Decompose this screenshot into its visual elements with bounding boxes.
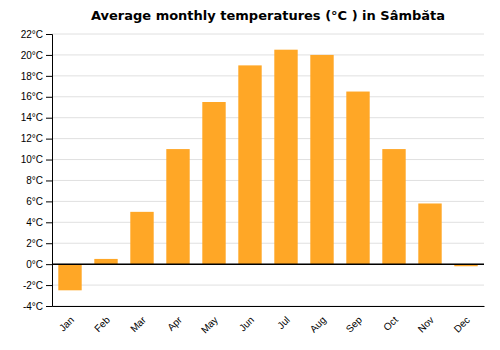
y-tick: 12°C [21,133,52,144]
x-tick-label: Jul [275,314,292,331]
x-tick: Feb [92,306,112,334]
y-tick: 2°C [26,238,52,249]
y-tick: 22°C [21,29,52,40]
y-tick-label: 16°C [21,91,43,102]
x-tick: Jun [237,306,256,333]
plot: -4°C -2°C 0°C 2°C 4°C 6°C 8°C 10°C 12°C 14°C 16°C 1… [21,29,485,336]
x-tick: Sep [344,306,365,335]
y-tick-label: -2°C [23,280,43,291]
y-tick: 0°C [26,259,52,270]
x-axis-line [53,306,485,307]
x-tick-label: Dec [452,314,472,334]
title: Average monthly temperatures (°C ) in Sâ… [91,8,445,23]
grid-line [52,264,484,265]
bars [58,50,477,291]
y-tick-label: 20°C [21,50,43,61]
x-tick-label: May [199,314,220,335]
x-tick: Dec [452,306,472,335]
x-tick-label: Mar [128,314,148,334]
bar [58,264,81,290]
bar [130,212,153,264]
y-tick-label: 4°C [26,217,43,228]
grid-line [52,180,484,181]
grid [52,34,484,306]
y-tick-mark [46,76,52,77]
y-tick: 8°C [26,175,52,186]
chart: -4°C -2°C 0°C 2°C 4°C 6°C 8°C 10°C 12°C 14°C 16°C 1… [0,0,500,350]
bar [202,102,225,264]
y-tick-label: 6°C [26,196,43,207]
x-tick: Mar [128,306,148,334]
y-tick-label: 22°C [21,29,43,40]
grid-line [52,75,484,76]
grid-line [52,201,484,202]
x-axis: Jan Feb Mar Apr May Jun Jul Aug Sep Oct Nov Dec [53,306,485,335]
y-tick-label: 0°C [26,259,43,270]
y-tick: -2°C [23,280,52,291]
x-tick: Aug [308,306,328,335]
y-tick-label: 2°C [26,238,43,249]
y-tick-label: 12°C [21,133,43,144]
x-tick: Oct [381,306,400,333]
bar [238,65,261,264]
y-axis-line [46,35,53,307]
bar [310,55,333,264]
y-tick: 14°C [21,112,52,123]
grid-line [52,138,484,139]
grid-line [52,159,484,160]
y-tick-mark [46,118,52,119]
y-tick: 16°C [21,91,52,102]
x-tick: Jul [275,306,292,331]
y-tick-mark [46,55,52,56]
y-tick-label: 10°C [21,154,43,165]
x-tick: Nov [416,306,436,335]
zero-line [52,263,484,265]
x-tick-label: Oct [381,314,400,333]
x-tick: May [199,306,220,335]
y-tick-mark [46,201,52,202]
y-tick-mark [46,160,52,161]
grid-line [52,96,484,97]
x-tick: Jan [57,306,76,333]
x-tick-label: Nov [416,314,436,334]
x-tick-label: Aug [308,314,328,334]
y-tick-mark [46,34,52,35]
y-tick-mark [46,264,52,265]
y-tick-mark [46,180,52,181]
y-tick-label: 18°C [21,71,43,82]
bar [166,149,189,264]
grid-line [52,54,484,55]
y-tick: 10°C [21,154,52,165]
y-tick: -4°C [23,301,52,312]
y-tick-mark [46,285,52,286]
grid-line [52,285,484,286]
grid-line [52,34,484,35]
y-tick-mark [46,139,52,140]
y-tick: 4°C [26,217,52,228]
bar [94,259,117,264]
bar [418,203,441,264]
x-tick-label: Apr [165,314,184,333]
y-axis: -4°C -2°C 0°C 2°C 4°C 6°C 8°C 10°C 12°C 14°C 16°C 1… [21,29,53,312]
y-tick-label: -4°C [23,301,43,312]
y-tick: 6°C [26,196,52,207]
x-tick-label: Sep [344,314,365,335]
x-tick: Apr [165,306,184,333]
grid-line [52,117,484,118]
y-tick-mark [46,97,52,98]
grid-line [52,306,484,307]
x-tick-label: Jan [57,314,76,333]
x-tick-label: Jun [237,314,256,333]
y-tick-mark [46,306,52,307]
y-tick-label: 8°C [26,175,43,186]
bar [274,50,297,264]
y-tick: 18°C [21,71,52,82]
y-tick: 20°C [21,50,52,61]
y-tick-mark [46,222,52,223]
x-tick-label: Feb [92,314,112,334]
bar [382,149,405,264]
y-tick-label: 14°C [21,112,43,123]
bar [346,92,369,265]
y-tick-mark [46,243,52,244]
